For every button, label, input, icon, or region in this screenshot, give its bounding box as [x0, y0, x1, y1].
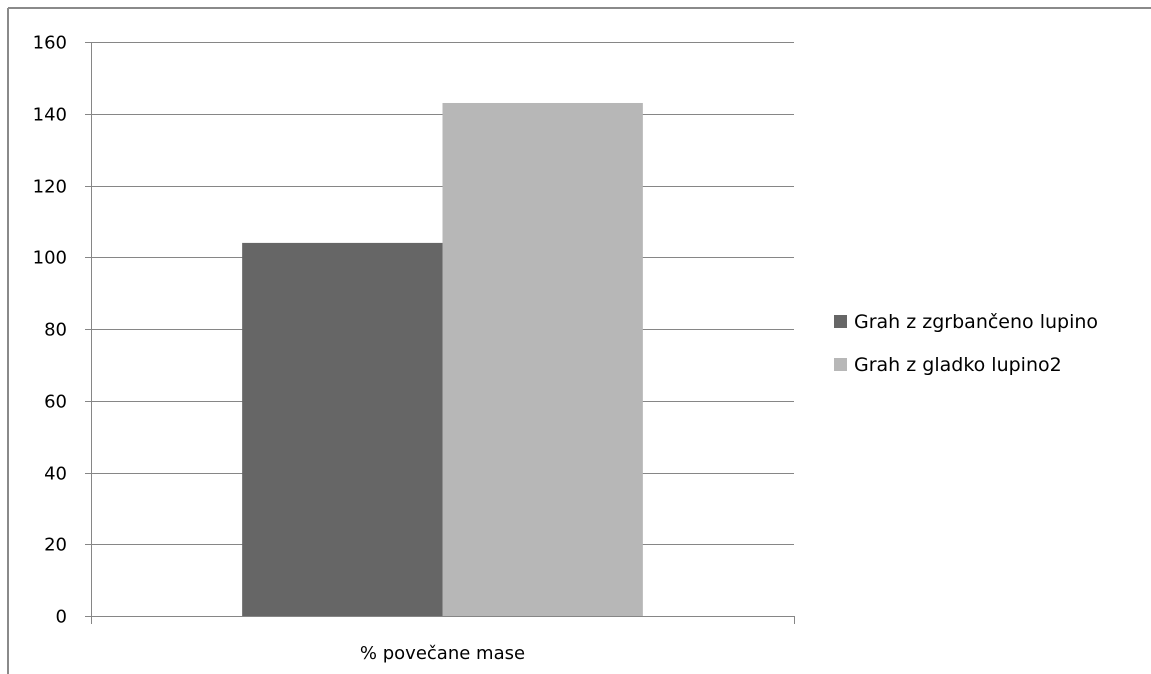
- y-tick-label-120: 120: [33, 177, 67, 198]
- y-tick-label-40: 40: [44, 464, 67, 485]
- legend-swatch-1: [834, 315, 847, 328]
- bar-1-1: [242, 242, 443, 616]
- y-axis-tick-labels: 0 20 40 60 80 100 120 140 160: [33, 33, 67, 628]
- x-tick-label-1: % povečane mase: [360, 643, 525, 664]
- y-tick-label-160: 160: [33, 33, 67, 54]
- x-axis-tick-labels: % povečane mase: [360, 643, 525, 664]
- y-tick-label-0: 0: [56, 607, 67, 628]
- axes: [85, 42, 795, 624]
- bar-2-1: [442, 102, 643, 617]
- bars: [242, 102, 643, 617]
- y-tick-label-140: 140: [33, 105, 67, 126]
- legend-swatch-2: [834, 358, 847, 371]
- legend-label-1: Grah z zgrbančeno lupino: [854, 311, 1098, 333]
- y-tick-label-20: 20: [44, 535, 67, 556]
- y-tick-label-80: 80: [44, 320, 67, 341]
- y-tick-label-60: 60: [44, 392, 67, 413]
- y-tick-label-100: 100: [33, 248, 67, 269]
- legend-label-2: Grah z gladko lupino2: [854, 354, 1062, 376]
- legend: Grah z zgrbančeno lupino Grah z gladko lu…: [834, 311, 1098, 376]
